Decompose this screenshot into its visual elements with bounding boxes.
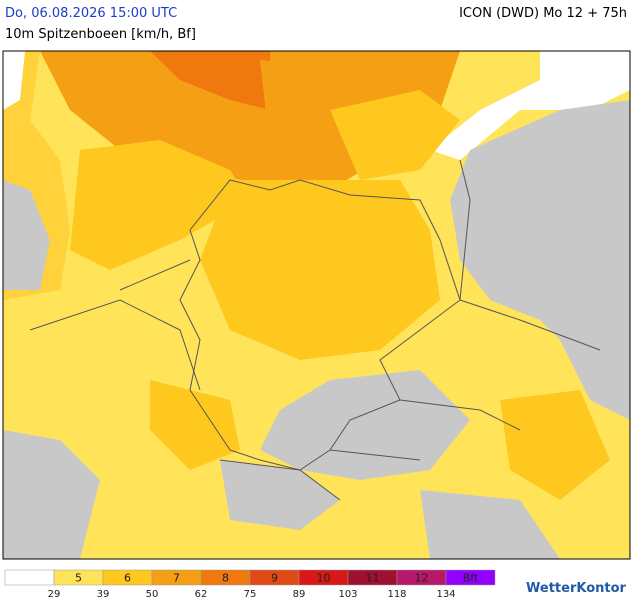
legend-bf-label: 9 — [271, 572, 278, 585]
legend-kmh-label: 50 — [146, 589, 159, 600]
legend-kmh-label: 29 — [48, 589, 61, 600]
legend-kmh-label: 103 — [338, 589, 357, 600]
legend-swatch — [4, 569, 55, 586]
map-frame — [2, 50, 631, 560]
legend-bf-label: 12 — [415, 572, 429, 585]
valid-time: Do, 06.08.2026 15:00 UTC — [5, 6, 178, 21]
legend-bf-label: 8 — [222, 572, 229, 585]
legend-bf-label: 11 — [366, 572, 380, 585]
legend-bf-label: 6 — [124, 572, 131, 585]
subtitle: 10m Spitzenboeen [km/h, Bf] — [5, 27, 196, 42]
legend-kmh-label: 118 — [387, 589, 406, 600]
legend-kmh-label: 62 — [195, 589, 208, 600]
map-field — [3, 51, 630, 559]
legend-swatch — [445, 569, 496, 586]
legend-bf-label: Bft — [463, 572, 479, 585]
model-run: ICON (DWD) Mo 12 + 75h — [459, 6, 627, 21]
legend-kmh-label: 134 — [436, 589, 455, 600]
legend-kmh-label: 39 — [97, 589, 110, 600]
legend-bf-label: 10 — [317, 572, 331, 585]
legend-kmh-label: 75 — [244, 589, 257, 600]
legend-bf-label: 5 — [75, 572, 82, 585]
legend-bf-label: 7 — [173, 572, 180, 585]
logo: WetterKontor — [526, 581, 627, 596]
legend-kmh-label: 89 — [293, 589, 306, 600]
